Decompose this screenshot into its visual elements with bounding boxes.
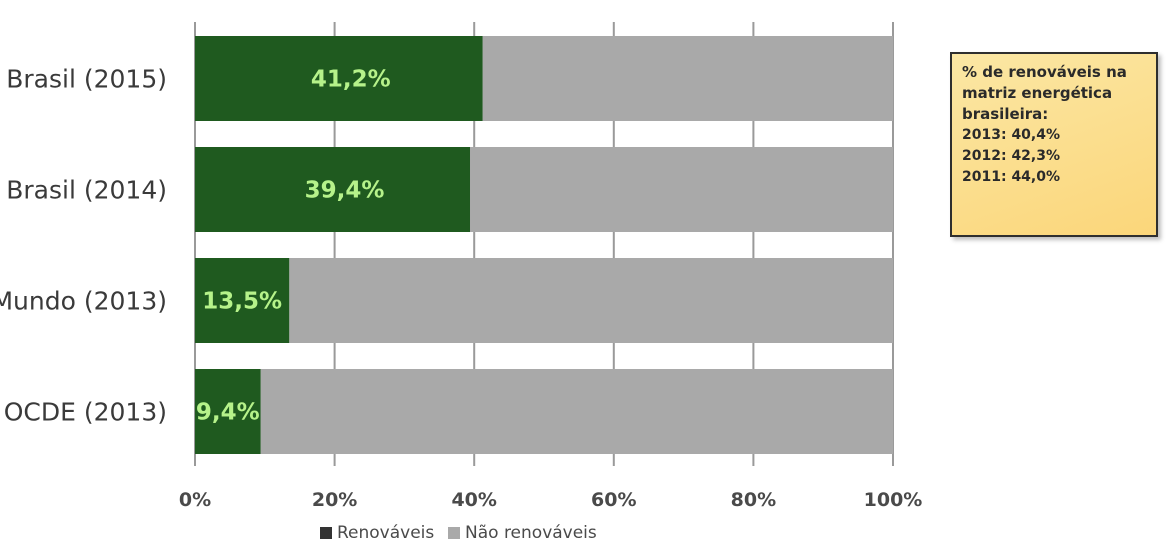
bar-nao-renovaveis: [482, 36, 893, 121]
category-label: Brasil (2015): [6, 65, 167, 94]
note-line-2013: 2013: 40,4%: [962, 127, 1061, 143]
note-title: % de renováveis na matriz energética bra…: [962, 63, 1127, 123]
note-line-2011: 2011: 44,0%: [962, 169, 1061, 185]
category-label: Brasil (2014): [6, 176, 167, 205]
x-tick-label: 100%: [864, 489, 923, 511]
legend: Renováveis Não renováveis: [320, 523, 597, 543]
note-box: % de renováveis na matriz energética bra…: [950, 52, 1158, 237]
data-label: 9,4%: [196, 400, 260, 426]
data-label: 41,2%: [311, 67, 391, 93]
x-tick-label: 80%: [731, 489, 776, 511]
bar-nao-renovaveis: [260, 369, 893, 454]
x-tick-label: 0%: [179, 489, 211, 511]
legend-label-nao-renovaveis: Não renováveis: [465, 523, 597, 543]
legend-swatch-renovaveis: [320, 527, 332, 539]
category-label: Mundo (2013): [0, 287, 167, 316]
data-label: 13,5%: [202, 289, 282, 315]
note-line-2012: 2012: 42,3%: [962, 148, 1061, 164]
bar-renovaveis: [195, 369, 261, 454]
bars: 41,2% 39,4% 13,5% 9,4%: [195, 36, 894, 454]
legend-swatch-nao-renovaveis: [448, 527, 460, 539]
x-tick-label: 40%: [451, 489, 496, 511]
bar-renovaveis: [195, 36, 483, 121]
bar-renovaveis: [195, 258, 290, 343]
bar-renovaveis: [195, 147, 471, 232]
x-tick-label: 20%: [312, 489, 357, 511]
bar-nao-renovaveis: [470, 147, 893, 232]
legend-label-renovaveis: Renováveis: [337, 523, 434, 543]
category-label: OCDE (2013): [4, 398, 167, 427]
x-axis-tick-labels: 0% 20% 40% 60% 80% 100%: [179, 489, 922, 511]
category-labels: Brasil (2015) Brasil (2014) Mundo (2013) OC…: [0, 65, 167, 427]
data-label: 39,4%: [305, 178, 385, 204]
bar-nao-renovaveis: [289, 258, 894, 343]
x-tick-label: 60%: [591, 489, 636, 511]
